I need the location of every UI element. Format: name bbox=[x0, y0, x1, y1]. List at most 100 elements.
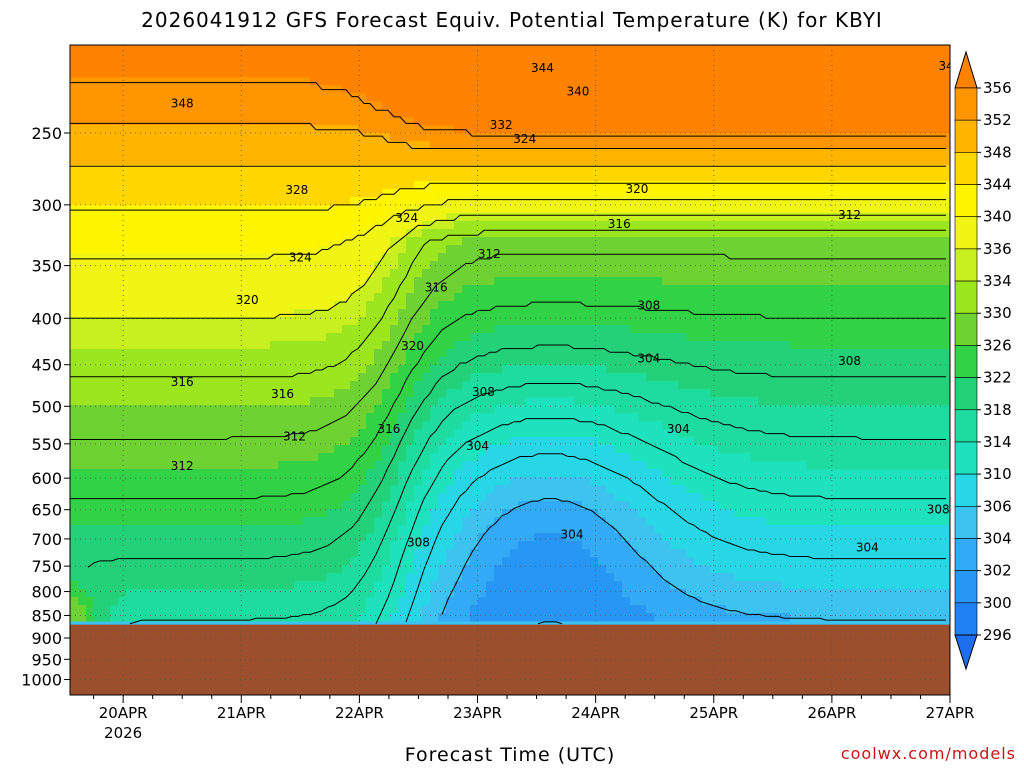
field-cell bbox=[462, 509, 471, 518]
field-cell bbox=[94, 53, 103, 62]
field-cell bbox=[526, 93, 535, 102]
field-cell bbox=[622, 85, 631, 94]
field-cell bbox=[614, 525, 623, 534]
field-cell bbox=[294, 45, 303, 54]
field-cell bbox=[214, 261, 223, 270]
field-cell bbox=[78, 597, 87, 606]
field-cell bbox=[438, 421, 447, 430]
field-cell bbox=[254, 173, 263, 182]
field-cell bbox=[398, 341, 407, 350]
field-cell bbox=[518, 133, 527, 142]
field-cell bbox=[558, 365, 567, 374]
field-cell bbox=[150, 309, 159, 318]
field-cell bbox=[134, 77, 143, 86]
field-cell bbox=[230, 133, 239, 142]
field-cell bbox=[70, 381, 79, 390]
field-cell bbox=[478, 389, 487, 398]
field-cell bbox=[118, 565, 127, 574]
field-cell bbox=[454, 69, 463, 78]
field-cell bbox=[134, 93, 143, 102]
field-cell bbox=[238, 269, 247, 278]
field-cell bbox=[470, 269, 479, 278]
field-cell bbox=[302, 469, 311, 478]
field-cell bbox=[326, 61, 335, 70]
field-cell bbox=[214, 45, 223, 54]
field-cell bbox=[406, 69, 415, 78]
field-cell bbox=[454, 277, 463, 286]
field-cell bbox=[518, 525, 527, 534]
field-cell bbox=[174, 245, 183, 254]
field-cell bbox=[382, 229, 391, 238]
field-cell bbox=[414, 597, 423, 606]
field-cell bbox=[470, 149, 479, 158]
field-cell bbox=[214, 133, 223, 142]
field-cell bbox=[590, 109, 599, 118]
field-cell bbox=[222, 397, 231, 406]
field-cell bbox=[422, 373, 431, 382]
field-cell bbox=[158, 469, 167, 478]
field-cell bbox=[558, 165, 567, 174]
field-cell bbox=[478, 109, 487, 118]
field-cell bbox=[358, 397, 367, 406]
field-cell bbox=[158, 173, 167, 182]
field-cell bbox=[150, 493, 159, 502]
field-cell bbox=[126, 573, 135, 582]
field-cell bbox=[222, 509, 231, 518]
field-cell bbox=[406, 429, 415, 438]
field-cell bbox=[294, 413, 303, 422]
field-cell bbox=[142, 269, 151, 278]
field-cell bbox=[366, 77, 375, 86]
field-cell bbox=[150, 485, 159, 494]
field-cell bbox=[270, 149, 279, 158]
field-cell bbox=[590, 69, 599, 78]
field-cell bbox=[470, 573, 479, 582]
field-cell bbox=[214, 229, 223, 238]
field-cell bbox=[382, 141, 391, 150]
field-cell bbox=[526, 437, 535, 446]
field-cell bbox=[350, 61, 359, 70]
field-cell bbox=[606, 77, 615, 86]
field-cell bbox=[382, 237, 391, 246]
field-cell bbox=[542, 77, 551, 86]
field-cell bbox=[526, 269, 535, 278]
field-cell bbox=[606, 173, 615, 182]
field-cell bbox=[142, 125, 151, 134]
field-cell bbox=[462, 253, 471, 262]
field-cell bbox=[286, 589, 295, 598]
field-cell bbox=[190, 197, 199, 206]
field-cell bbox=[86, 381, 95, 390]
field-cell bbox=[390, 493, 399, 502]
field-cell bbox=[382, 245, 391, 254]
field-cell bbox=[606, 45, 615, 54]
field-cell bbox=[278, 381, 287, 390]
field-cell bbox=[342, 141, 351, 150]
field-cell bbox=[294, 125, 303, 134]
field-cell bbox=[382, 325, 391, 334]
field-cell bbox=[334, 197, 343, 206]
field-cell bbox=[246, 165, 255, 174]
field-cell bbox=[550, 269, 559, 278]
field-cell bbox=[286, 461, 295, 470]
field-cell bbox=[462, 149, 471, 158]
field-cell bbox=[478, 541, 487, 550]
field-cell bbox=[206, 277, 215, 286]
field-cell bbox=[214, 453, 223, 462]
field-cell bbox=[430, 589, 439, 598]
field-cell bbox=[422, 293, 431, 302]
field-cell bbox=[86, 165, 95, 174]
field-cell bbox=[446, 205, 455, 214]
field-cell bbox=[462, 285, 471, 294]
field-cell bbox=[230, 557, 239, 566]
field-cell bbox=[478, 341, 487, 350]
field-cell bbox=[86, 597, 95, 606]
field-cell bbox=[358, 189, 367, 198]
field-cell bbox=[270, 309, 279, 318]
field-cell bbox=[294, 405, 303, 414]
field-cell bbox=[550, 317, 559, 326]
field-cell bbox=[510, 93, 519, 102]
field-cell bbox=[606, 285, 615, 294]
field-cell bbox=[582, 117, 591, 126]
field-cell bbox=[422, 237, 431, 246]
field-cell bbox=[542, 501, 551, 510]
field-cell bbox=[222, 565, 231, 574]
